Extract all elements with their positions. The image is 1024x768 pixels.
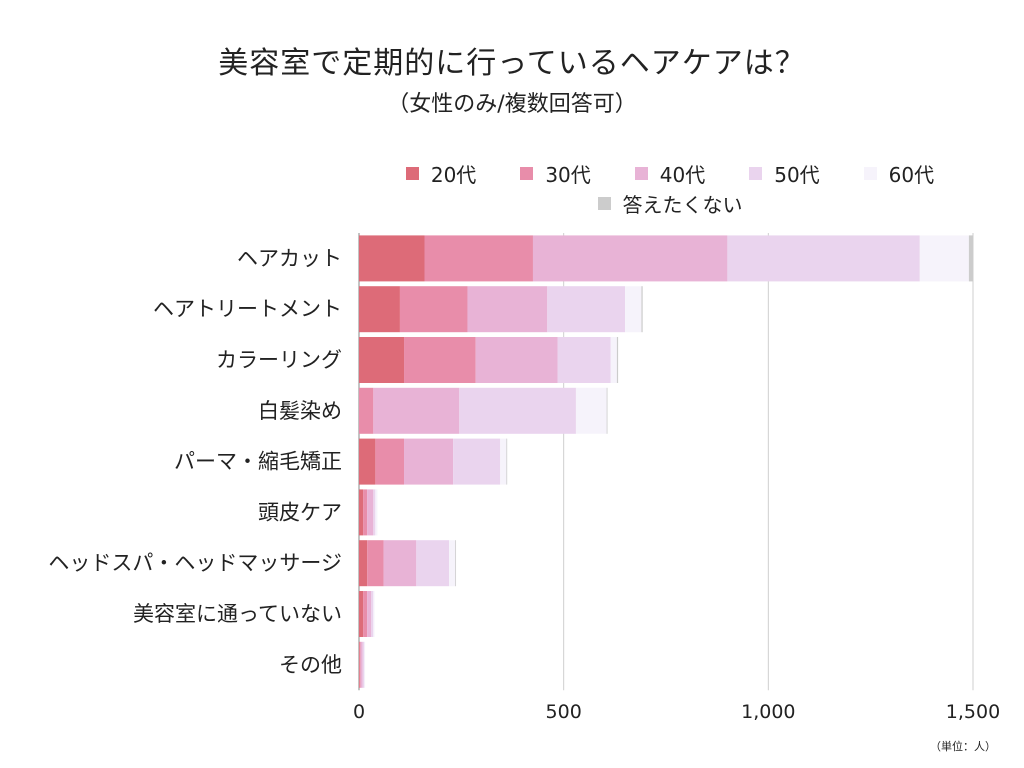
bar-segment xyxy=(360,641,363,688)
legend-label: 60代 xyxy=(888,162,935,187)
bar-segment xyxy=(363,591,368,637)
bar-segment xyxy=(459,387,576,434)
bar-segment xyxy=(575,387,607,434)
bar-segment xyxy=(363,489,368,536)
legend-swatch xyxy=(863,166,877,180)
legend-swatch xyxy=(597,196,611,210)
bar-segment xyxy=(359,591,364,637)
category-label: パーマ・縮毛矯正 xyxy=(174,450,342,474)
legend-label: 30代 xyxy=(545,162,591,187)
bar-segment xyxy=(383,540,417,587)
bar-segment xyxy=(375,489,378,536)
bar-segment xyxy=(367,591,372,637)
x-tick-label: 500 xyxy=(546,701,582,723)
unit-note: （単位：人） xyxy=(930,740,996,753)
category-label: 美容室に通っていない xyxy=(133,602,342,626)
bar-segment xyxy=(359,540,368,587)
category-label: カラーリング xyxy=(216,348,342,372)
bar-segment xyxy=(375,438,405,485)
bar-segment xyxy=(606,387,608,434)
category-label: 頭皮ケア xyxy=(258,500,342,524)
legend-row-1: 20代 30代 40代 50代 60代 xyxy=(360,158,980,188)
bar-segment xyxy=(449,540,456,587)
bar-segment xyxy=(532,235,728,282)
bar-segment xyxy=(416,540,450,587)
legend-item-20s: 20代 xyxy=(405,159,477,188)
legend-item-50s: 50代 xyxy=(749,159,820,188)
bar-segment xyxy=(610,337,617,383)
chart-subtitle: （女性のみ/複数回答可） xyxy=(387,92,637,117)
bar-segment xyxy=(625,286,642,333)
legend-label: 40代 xyxy=(659,162,706,187)
bar-segment xyxy=(968,235,973,282)
bar-segment xyxy=(399,286,468,333)
bar-segment xyxy=(557,337,611,383)
legend-label: 答えたくない xyxy=(622,192,743,217)
bar-segment xyxy=(475,337,558,383)
bar-segment xyxy=(616,337,619,383)
bar-segment xyxy=(359,235,425,282)
bar-segment xyxy=(367,540,384,587)
bar-segment xyxy=(373,387,460,434)
category-label: 白髪染め xyxy=(258,399,342,423)
bar-segment xyxy=(404,337,476,383)
bar-segment xyxy=(424,235,533,282)
legend-item-no-answer: 答えたくない xyxy=(597,189,743,218)
category-label: その他 xyxy=(279,653,342,677)
legend-label: 20代 xyxy=(430,162,477,187)
category-label: ヘッドスパ・ヘッドマッサージ xyxy=(48,551,342,575)
legend-item-60s: 60代 xyxy=(863,159,935,188)
bar-segment xyxy=(359,286,400,333)
legend-item-30s: 30代 xyxy=(520,159,591,188)
bar-segment xyxy=(359,641,360,688)
bar-segment xyxy=(373,591,375,637)
bar-segment xyxy=(506,438,508,485)
bar-segment xyxy=(364,641,366,688)
legend-swatch xyxy=(634,166,648,180)
legend-swatch xyxy=(520,166,534,180)
legend-item-40s: 40代 xyxy=(634,159,706,188)
bar-segment xyxy=(404,438,454,485)
bar-segment xyxy=(367,489,374,536)
x-tick-label: 1,000 xyxy=(741,701,795,723)
legend-label: 50代 xyxy=(774,162,820,187)
bar-segment xyxy=(919,235,969,282)
bar-segment xyxy=(727,235,920,282)
bar-segment xyxy=(362,641,365,688)
bar-segment xyxy=(359,438,376,485)
category-label: ヘアカット xyxy=(237,246,342,270)
legend-swatch xyxy=(405,166,419,180)
bar-segment xyxy=(641,286,643,333)
x-tick-label: 0 xyxy=(353,701,365,723)
bar-segment xyxy=(547,286,626,333)
category-labels: ヘアカットヘアトリートメントカラーリング白髪染めパーマ・縮毛矯正頭皮ケアヘッドス… xyxy=(48,246,342,676)
bar-segment xyxy=(359,337,405,383)
chart-title: 美容室で定期的に行っているヘアケアは？ xyxy=(218,46,806,81)
bar-segment xyxy=(359,387,374,434)
bar-segment xyxy=(500,438,507,485)
bars xyxy=(359,235,973,688)
x-axis-ticks: 0 500 1,000 1,500 xyxy=(353,701,1000,723)
bar-segment xyxy=(455,540,457,587)
bar-segment xyxy=(359,489,364,536)
legend: 20代 30代 40代 50代 60代 答えたくない xyxy=(360,158,980,218)
bar-segment xyxy=(467,286,548,333)
bar-segment xyxy=(373,489,376,536)
legend-swatch xyxy=(749,166,763,180)
bar-segment xyxy=(371,591,374,637)
bar-segment xyxy=(359,641,361,688)
category-label: ヘアトリートメント xyxy=(153,297,342,321)
x-tick-label: 1,500 xyxy=(946,701,1000,723)
legend-row-2: 答えたくない xyxy=(360,188,980,218)
bar-segment xyxy=(453,438,501,485)
